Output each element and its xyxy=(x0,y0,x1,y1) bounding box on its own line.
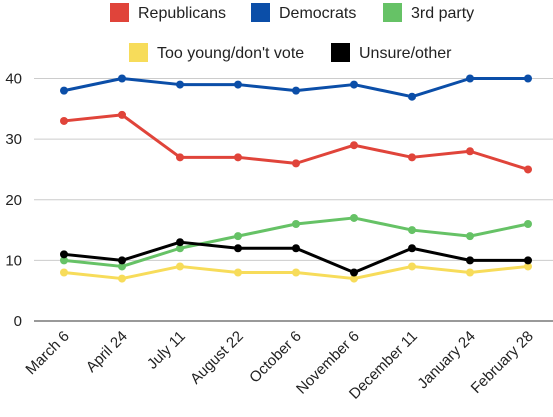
data-point xyxy=(524,262,532,271)
data-point xyxy=(350,80,358,89)
legend-label: Unsure/other xyxy=(359,45,452,62)
series-3 xyxy=(60,262,532,283)
x-tick-label: July 11 xyxy=(144,328,189,373)
y-axis-tick-labels: 0 10 20 30 40 xyxy=(5,71,22,331)
series-lines xyxy=(60,74,532,283)
y-tick-label: 10 xyxy=(5,252,22,269)
data-point xyxy=(350,213,358,222)
legend-label: Democrats xyxy=(279,5,356,22)
x-tick-label: October 6 xyxy=(246,328,305,387)
data-point xyxy=(118,262,126,271)
legend-swatch xyxy=(251,3,270,22)
data-point xyxy=(292,159,300,168)
data-point xyxy=(408,244,416,253)
data-point xyxy=(234,153,242,162)
data-point xyxy=(408,262,416,271)
legend-label: 3rd party xyxy=(411,5,474,22)
data-point xyxy=(292,220,300,228)
data-point xyxy=(524,220,532,228)
data-point xyxy=(234,80,242,89)
data-point xyxy=(350,141,358,150)
data-point xyxy=(60,268,68,277)
data-point xyxy=(408,92,416,101)
legend-swatch xyxy=(383,3,402,22)
legend: Republicans Democrats 3rd party Too young/d… xyxy=(110,3,474,62)
legend-item: Democrats xyxy=(251,3,356,22)
data-point xyxy=(408,153,416,162)
data-point xyxy=(60,250,68,259)
data-point xyxy=(60,116,68,125)
legend-label: Republicans xyxy=(138,5,226,22)
data-point xyxy=(234,232,242,241)
data-point xyxy=(176,244,184,253)
data-point xyxy=(118,256,126,265)
data-point xyxy=(524,256,532,265)
y-tick-label: 30 xyxy=(5,131,22,148)
x-tick-label: August 22 xyxy=(187,328,247,388)
y-tick-label: 0 xyxy=(14,313,22,330)
data-point xyxy=(350,274,358,283)
series-1 xyxy=(60,74,532,101)
data-point xyxy=(408,226,416,235)
data-point xyxy=(234,244,242,253)
data-point xyxy=(466,147,474,156)
x-tick-label: April 24 xyxy=(83,328,131,376)
data-point xyxy=(524,165,532,174)
data-point xyxy=(176,80,184,89)
data-point xyxy=(60,86,68,95)
legend-item: 3rd party xyxy=(383,3,474,22)
data-point xyxy=(292,268,300,277)
y-tick-label: 40 xyxy=(5,71,22,88)
data-point xyxy=(466,74,474,83)
y-tick-label: 20 xyxy=(5,192,22,209)
series-4 xyxy=(60,238,532,277)
series-0 xyxy=(60,110,532,174)
data-point xyxy=(118,274,126,283)
series-2 xyxy=(60,213,532,271)
data-point xyxy=(118,74,126,83)
data-point xyxy=(176,238,184,247)
data-point xyxy=(234,268,242,277)
data-point xyxy=(466,268,474,277)
data-point xyxy=(176,262,184,271)
data-point xyxy=(350,268,358,277)
data-point xyxy=(118,110,126,119)
data-point xyxy=(466,232,474,241)
data-point xyxy=(60,256,68,265)
data-point xyxy=(292,244,300,253)
data-point xyxy=(176,153,184,162)
data-point xyxy=(466,256,474,265)
legend-item: Too young/don't vote xyxy=(129,43,304,62)
x-tick-label: February 28 xyxy=(468,328,537,397)
data-point xyxy=(524,74,532,83)
data-point xyxy=(292,86,300,95)
legend-label: Too young/don't vote xyxy=(157,45,304,62)
x-tick-label: March 6 xyxy=(22,328,72,378)
legend-swatch xyxy=(110,3,129,22)
legend-item: Unsure/other xyxy=(331,43,452,62)
legend-item: Republicans xyxy=(110,3,226,22)
legend-swatch xyxy=(331,43,350,62)
legend-swatch xyxy=(129,43,148,62)
